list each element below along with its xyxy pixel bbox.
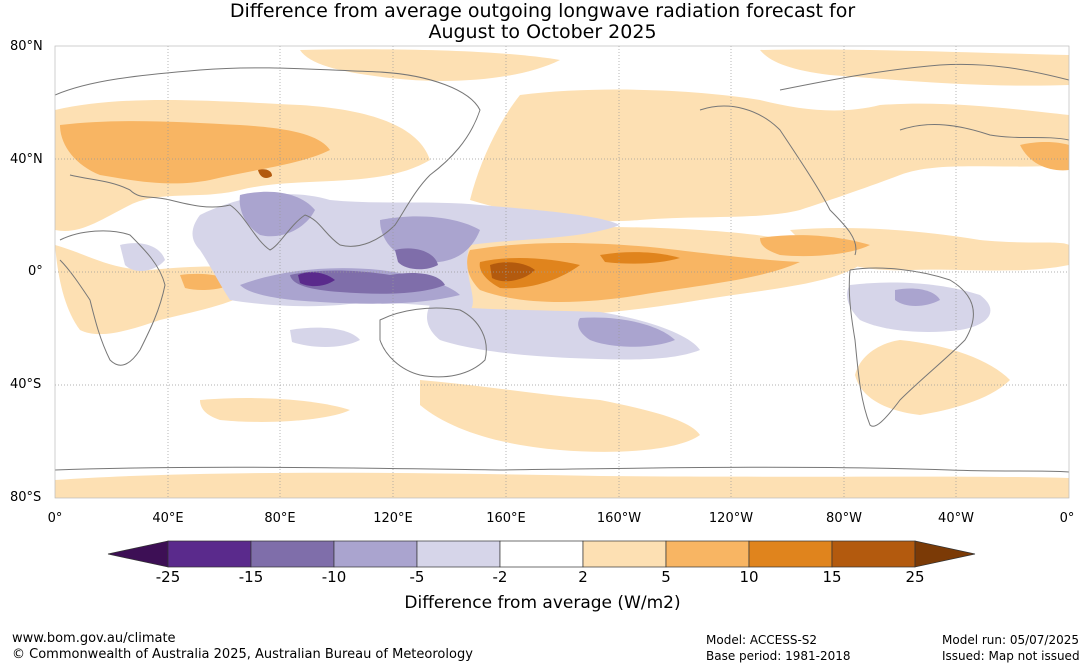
lon-label-40w: 40°W (938, 511, 974, 526)
lon-label-120e: 120°E (373, 511, 413, 526)
colorbar-tick: -25 (155, 568, 181, 586)
footer-model-run: Model run: 05/07/2025 (942, 633, 1080, 647)
colorbar-swatch (250, 540, 335, 568)
colorbar-tick: 2 (578, 568, 588, 586)
lon-label-80w: 80°W (826, 511, 862, 526)
colorbar-tick: 10 (739, 568, 759, 586)
footer-model: Model: ACCESS-S2 (706, 633, 818, 647)
lat-label-equator: 0° (28, 264, 43, 279)
colorbar-tick: -15 (238, 568, 264, 586)
map-title-line1: Difference from average outgoing longwav… (229, 0, 856, 22)
colorbar-tick: 15 (822, 568, 842, 586)
colorbar-swatch (582, 540, 667, 568)
colorbar (107, 540, 976, 568)
gridlines (55, 46, 1069, 498)
map-title-line2: August to October 2025 (428, 21, 657, 43)
lon-label-160e: 160°E (486, 511, 526, 526)
colorbar-extend-low (107, 540, 169, 568)
lat-label-80n: 80°N (10, 39, 43, 54)
footer-url: www.bom.gov.au/climate (12, 631, 176, 646)
colorbar-swatch (831, 540, 916, 568)
colorbar-swatch (499, 540, 584, 568)
lon-label-40e: 40°E (152, 511, 184, 526)
lat-label-80s: 80°S (10, 490, 42, 505)
lat-label-40s: 40°S (10, 377, 42, 392)
footer-base-period: Base period: 1981-2018 (706, 649, 851, 663)
colorbar-swatch (167, 540, 252, 568)
lon-label-80e: 80°E (264, 511, 296, 526)
coastlines (55, 63, 1069, 473)
colorbar-tick: 25 (905, 568, 925, 586)
colorbar-tick: 5 (661, 568, 671, 586)
colorbar-swatch (333, 540, 418, 568)
lon-label-0-left: 0° (47, 511, 63, 526)
colorbar-swatch (748, 540, 833, 568)
footer-issued: Issued: Map not issued (942, 649, 1080, 663)
lon-label-160w: 160°W (596, 511, 642, 526)
colorbar-tick: -10 (321, 568, 347, 586)
colorbar-swatch (665, 540, 750, 568)
lon-label-0-right: 0° (1059, 511, 1075, 526)
anomaly-field (55, 46, 1069, 498)
colorbar-tick: -5 (409, 568, 425, 586)
colorbar-extend-high (914, 540, 976, 568)
lon-label-120w: 120°W (708, 511, 754, 526)
lat-label-40n: 40°N (10, 152, 43, 167)
colorbar-tick: -2 (492, 568, 508, 586)
colorbar-title: Difference from average (W/m2) (404, 593, 681, 613)
colorbar-swatch (416, 540, 501, 568)
footer-copyright: © Commonwealth of Australia 2025, Austra… (12, 647, 473, 662)
